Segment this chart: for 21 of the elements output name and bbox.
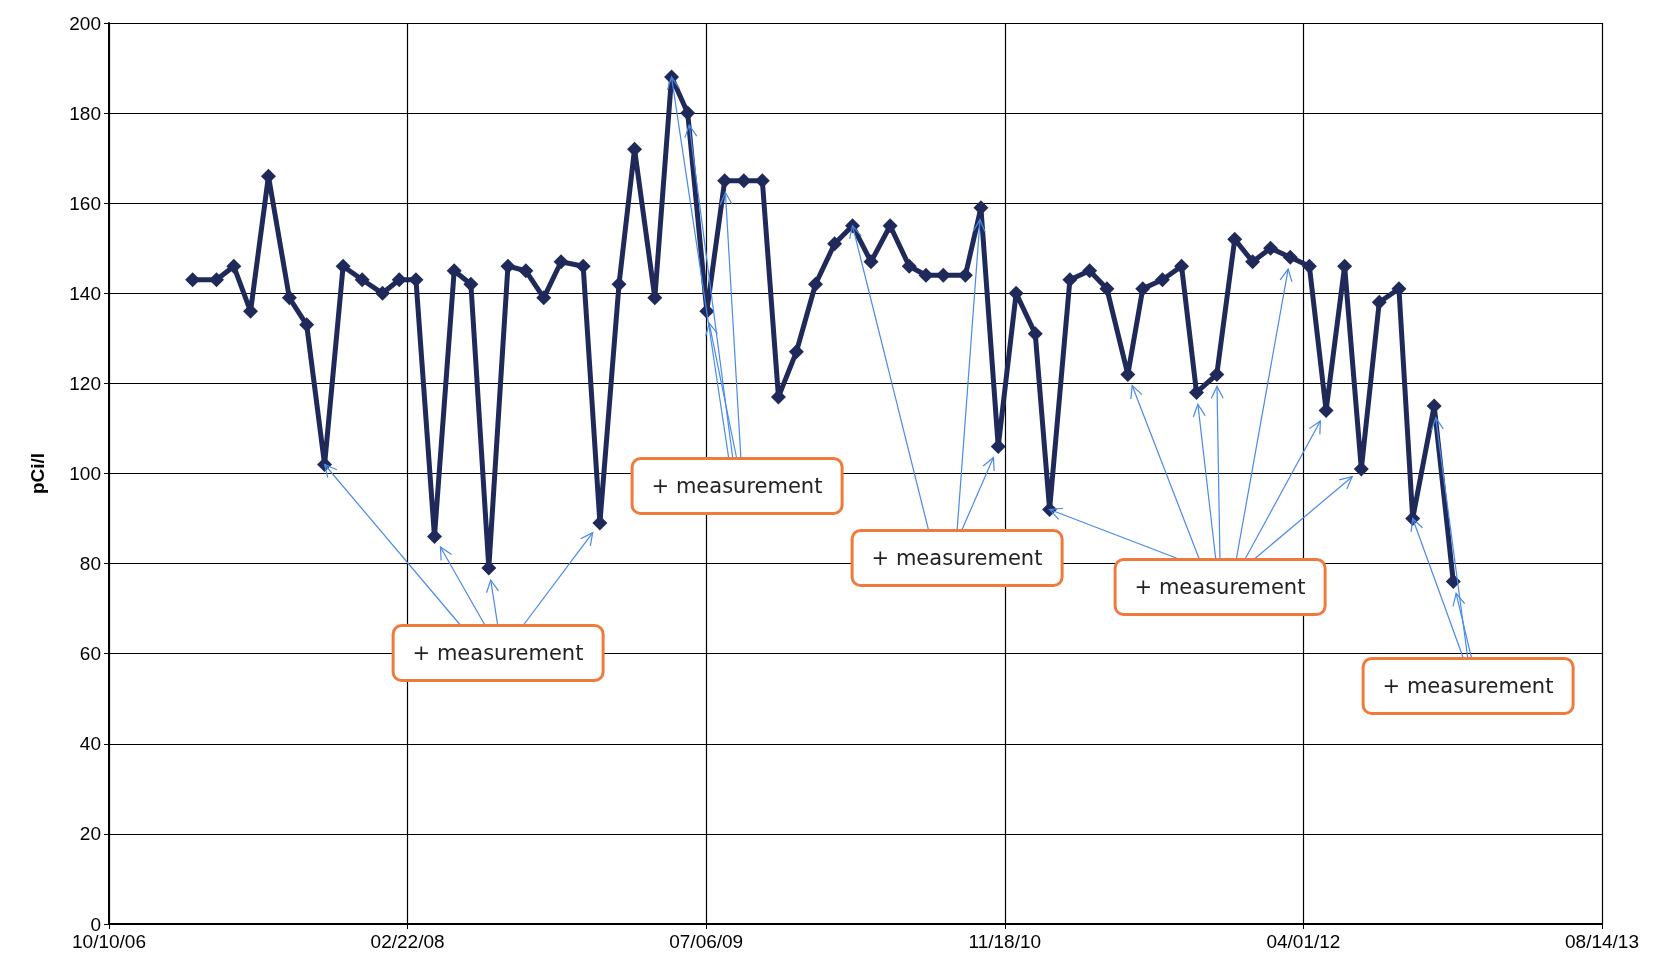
y-tick-label: 60: [79, 643, 101, 665]
x-tick-label: 07/06/09: [669, 931, 744, 952]
y-tick-label: 100: [69, 463, 101, 484]
y-tick-label: 160: [69, 192, 101, 214]
y-tick-label: 200: [69, 12, 101, 34]
annotation: + measurement: [1361, 657, 1575, 715]
annotation: + measurement: [630, 457, 844, 515]
y-tick-label: 20: [79, 823, 101, 845]
x-tick-label: 02/22/08: [370, 931, 445, 952]
x-tick-label: 04/01/12: [1266, 931, 1341, 952]
annotation: + measurement: [850, 529, 1064, 587]
y-tick-label: 180: [69, 102, 101, 124]
y-tick-label: 40: [79, 733, 101, 755]
y-tick-label: 140: [69, 282, 101, 304]
annotation: + measurement: [1113, 558, 1327, 616]
y-tick-label: 80: [79, 553, 101, 575]
annotation: + measurement: [391, 624, 605, 682]
x-tick-label: 08/14/13: [1565, 931, 1639, 952]
y-axis-title: pCi/l: [27, 452, 48, 495]
x-tick-label: 11/18/10: [968, 931, 1042, 952]
y-tick-label: 120: [69, 372, 101, 394]
